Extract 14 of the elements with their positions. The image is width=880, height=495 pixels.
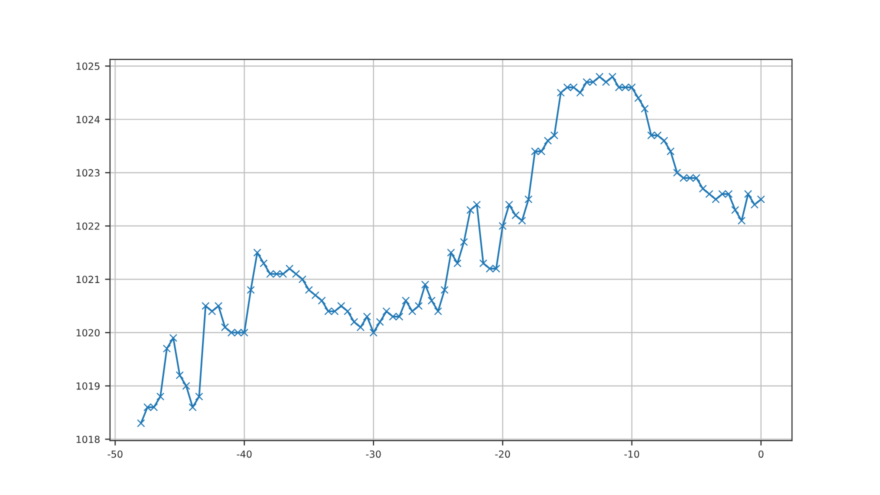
x-tick-label: -20 [495, 450, 510, 458]
y-tick-label: 1018 [76, 436, 100, 444]
y-tick-label: 1019 [76, 382, 100, 390]
y-tick-label: 1021 [76, 276, 100, 284]
y-tick-label: 1023 [76, 169, 100, 177]
x-tick-label: -10 [624, 450, 640, 458]
x-tick-label: 0 [758, 450, 764, 458]
x-tick-label: -50 [108, 450, 122, 458]
y-tick-label: 1024 [76, 116, 100, 124]
y-tick-label: 1022 [76, 222, 100, 230]
y-tick-label: 1020 [76, 329, 100, 336]
x-tick-label: -30 [366, 450, 381, 458]
x-tick-label: -40 [236, 450, 252, 458]
y-tick-label: 1025 [76, 62, 100, 70]
